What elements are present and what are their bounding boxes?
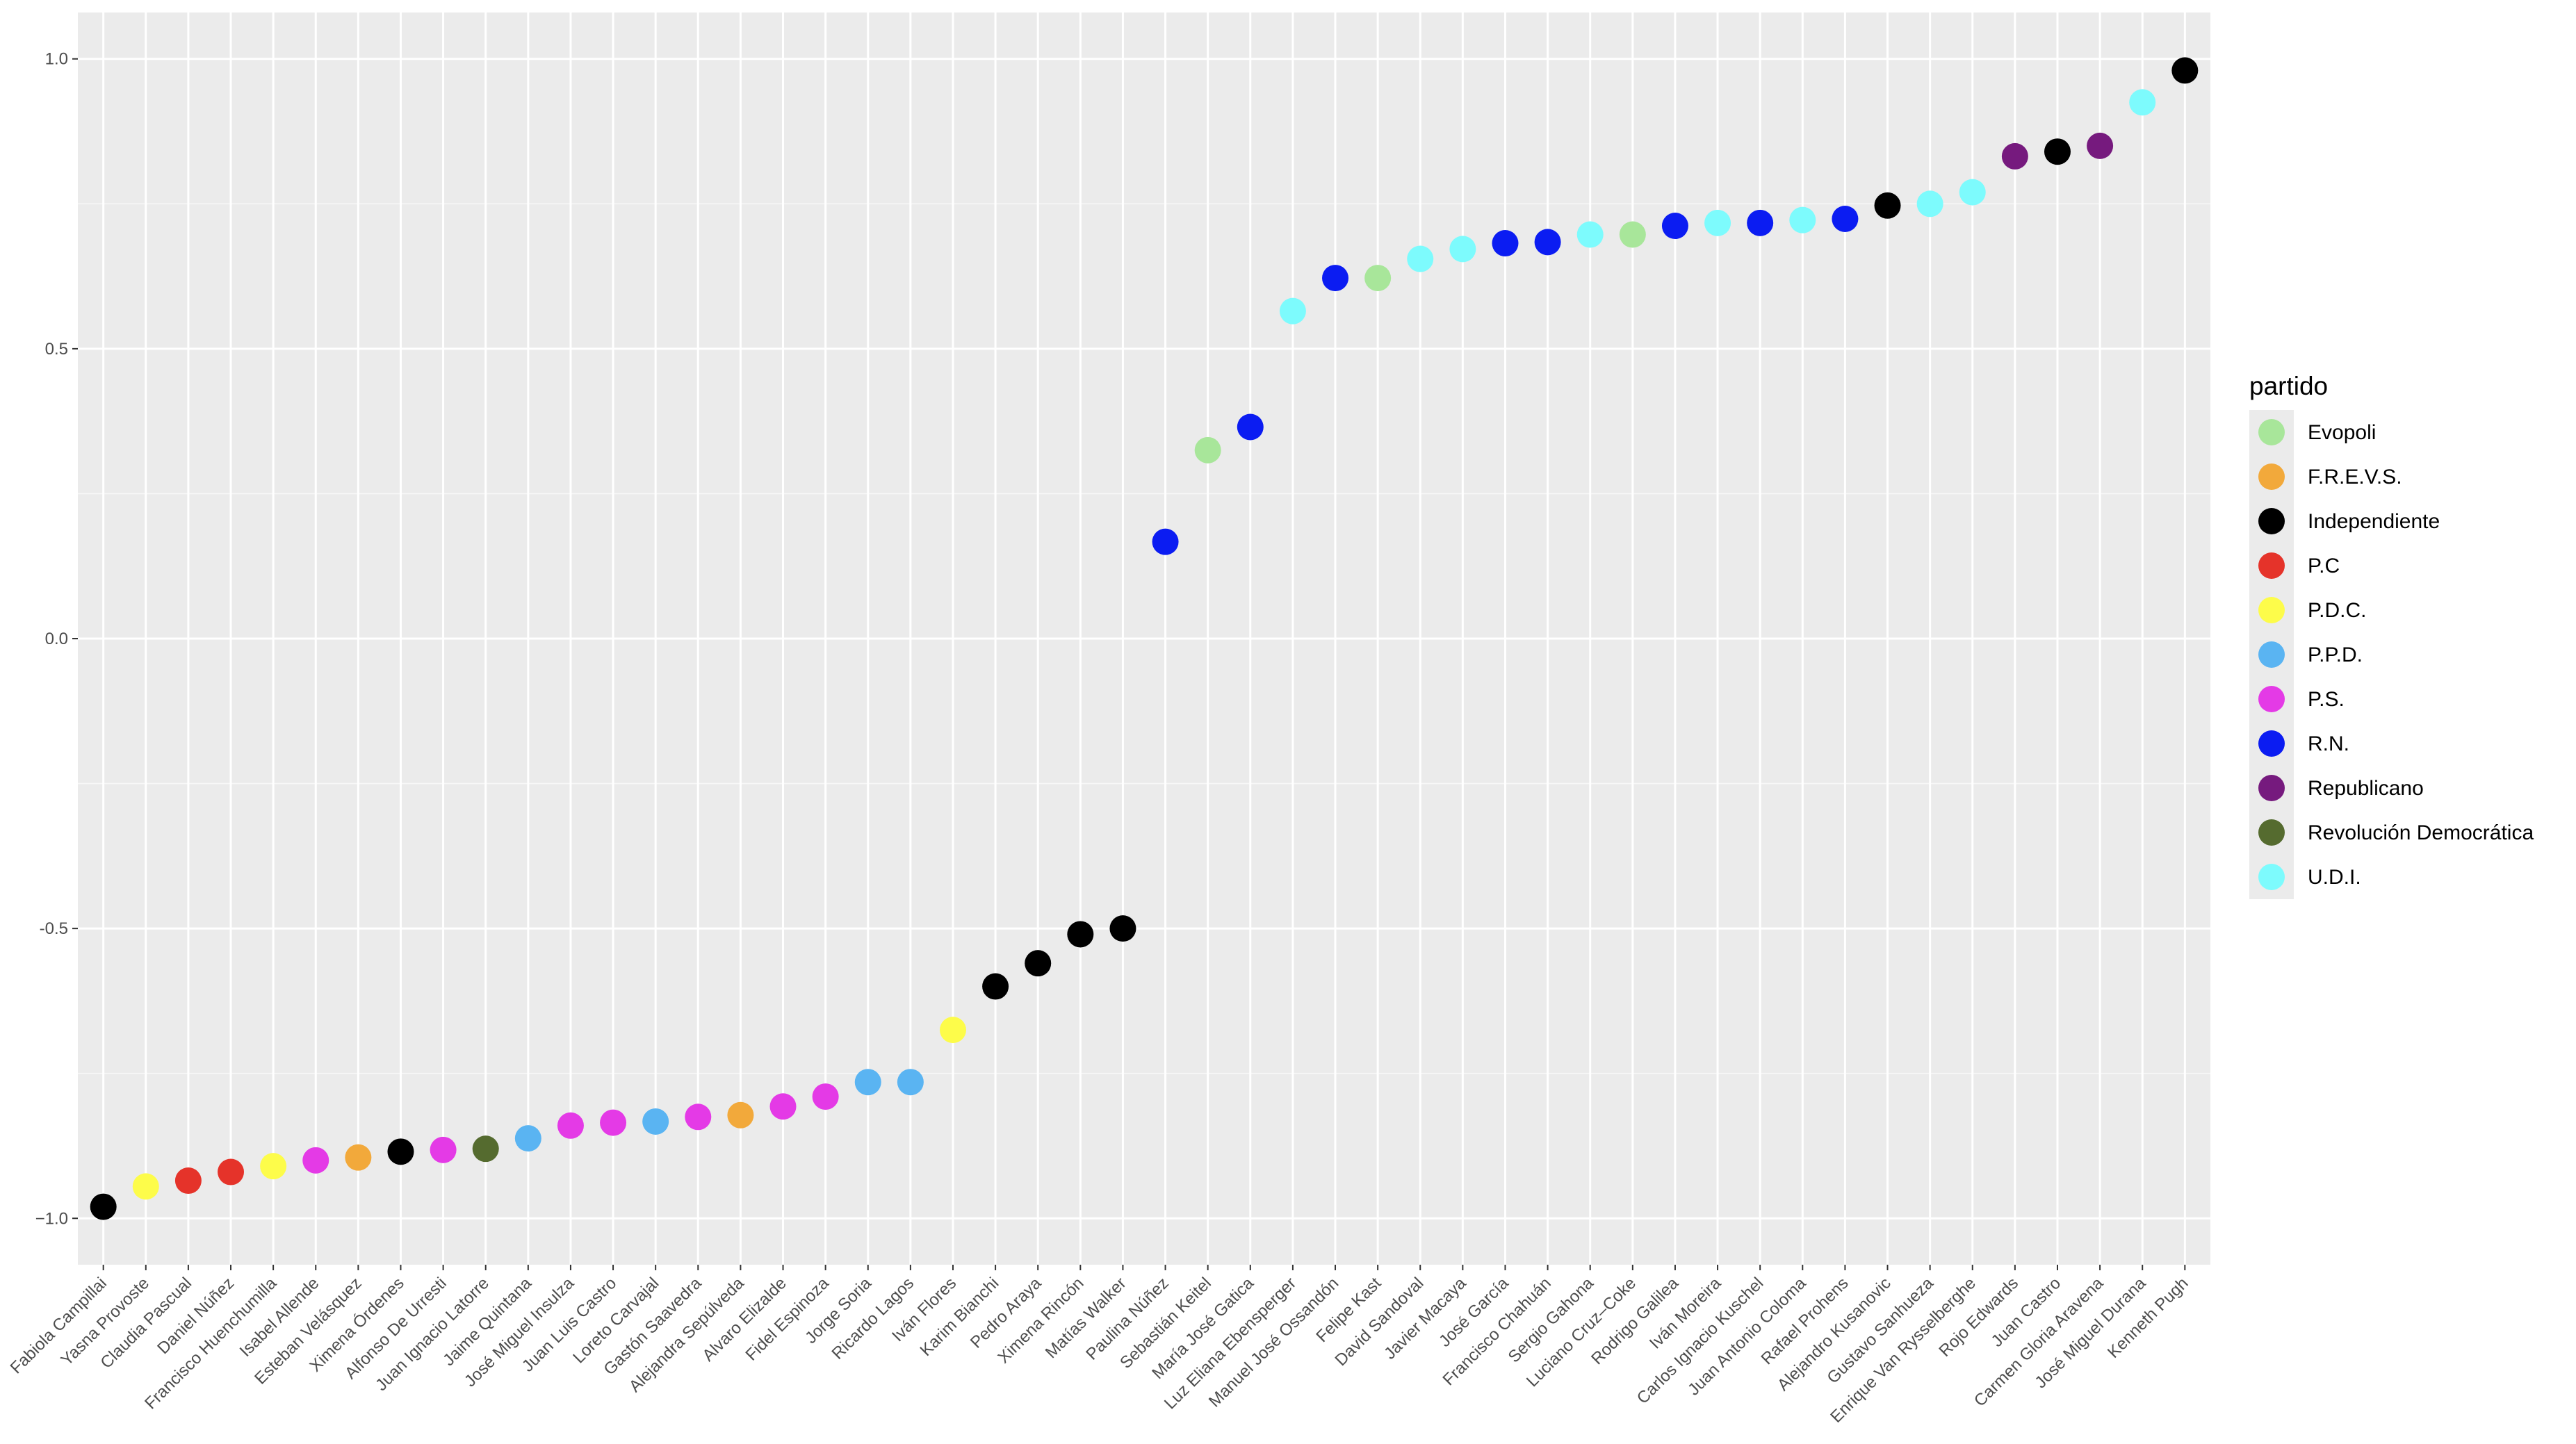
legend-key-dot <box>2258 508 2285 534</box>
data-point <box>260 1153 287 1180</box>
legend-key-dot <box>2258 597 2285 623</box>
legend-entries: Evopoli F.R.E.V.S. Independiente P.C P.D.C. P… <box>2249 410 2534 899</box>
data-point <box>2001 142 2028 170</box>
legend-label: Revolución Democrática <box>2308 821 2534 844</box>
legend-label: P.S. <box>2308 688 2345 711</box>
legend-title: partido <box>2249 372 2328 400</box>
data-point <box>600 1109 627 1136</box>
data-point <box>1832 205 1859 232</box>
data-point <box>1492 230 1519 257</box>
data-point <box>1067 921 1094 948</box>
legend-label: Evopoli <box>2308 421 2376 444</box>
data-point <box>1959 179 1986 206</box>
grid-major-lines <box>78 13 2210 1265</box>
data-point <box>1322 265 1349 292</box>
data-point <box>387 1138 414 1165</box>
legend-key-dot <box>2258 419 2285 445</box>
data-point <box>345 1144 372 1171</box>
grid-minor-lines <box>78 203 2210 1074</box>
data-point <box>174 1167 202 1195</box>
data-point <box>1747 209 1774 236</box>
legend-key-dot <box>2258 641 2285 668</box>
legend-key-dot <box>2258 730 2285 757</box>
data-point <box>218 1158 245 1185</box>
data-point <box>1194 436 1221 463</box>
legend-label: R.N. <box>2308 732 2349 755</box>
data-point <box>812 1083 839 1110</box>
data-point <box>1364 265 1392 292</box>
data-point <box>2044 138 2071 165</box>
data-point <box>685 1103 712 1131</box>
data-point <box>1619 221 1646 248</box>
data-point <box>1279 297 1306 325</box>
legend-label: F.R.E.V.S. <box>2308 466 2402 489</box>
y-tick-label: 0.0 <box>45 630 68 648</box>
data-point <box>302 1147 329 1174</box>
data-point <box>2171 57 2199 84</box>
data-point <box>1025 950 1052 977</box>
data-point <box>1534 229 1561 256</box>
y-axis: 1.0 0.5 0.0 -0.5 −1.0 <box>35 50 78 1228</box>
legend-label: U.D.I. <box>2308 866 2361 889</box>
data-point <box>769 1093 797 1120</box>
data-points <box>90 57 2199 1220</box>
data-point <box>1704 209 1731 236</box>
data-point <box>939 1017 966 1044</box>
data-point <box>642 1108 669 1135</box>
data-point <box>430 1136 457 1163</box>
data-point <box>514 1125 541 1152</box>
data-point <box>854 1069 881 1096</box>
data-point <box>1407 245 1434 272</box>
data-point <box>90 1193 117 1220</box>
data-point <box>1661 213 1688 240</box>
data-point <box>557 1112 584 1139</box>
legend-label: P.D.C. <box>2308 599 2366 622</box>
data-point <box>2129 89 2156 116</box>
legend-key-dot <box>2258 819 2285 846</box>
data-point <box>1152 528 1179 555</box>
legend-label: P.C <box>2308 555 2340 577</box>
data-point <box>132 1173 159 1200</box>
legend-key-dot <box>2258 686 2285 712</box>
legend-key-dot <box>2258 775 2285 801</box>
y-tick-label: 1.0 <box>45 50 68 69</box>
data-point <box>1449 236 1476 263</box>
y-tick-label: −1.0 <box>35 1209 68 1228</box>
data-point <box>1237 413 1264 441</box>
data-point <box>897 1069 924 1096</box>
legend-label: P.P.D. <box>2308 643 2363 666</box>
data-point <box>1109 915 1136 942</box>
y-tick-label: 0.5 <box>45 340 68 359</box>
legend-key-dot <box>2258 463 2285 490</box>
data-point <box>982 973 1009 1000</box>
data-point <box>1874 192 1901 219</box>
data-point <box>1916 190 1943 218</box>
data-point <box>727 1101 754 1129</box>
data-point <box>1576 221 1604 248</box>
legend-key-dot <box>2258 864 2285 890</box>
legend-label: Republicano <box>2308 777 2424 800</box>
y-tick-label: -0.5 <box>40 919 68 938</box>
data-point <box>472 1135 499 1163</box>
legend-label: Independiente <box>2308 510 2440 533</box>
legend-key-dot <box>2258 552 2285 579</box>
data-point <box>2087 132 2114 159</box>
data-point <box>1789 206 1816 233</box>
legend: partido Evopoli F.R.E.V.S. Independiente P.… <box>2249 372 2534 899</box>
